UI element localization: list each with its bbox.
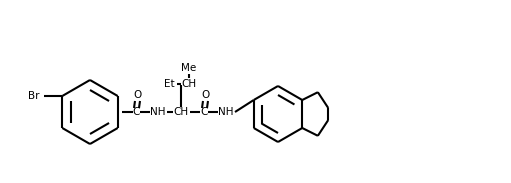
Text: C: C bbox=[132, 107, 140, 117]
Text: NH: NH bbox=[218, 107, 234, 117]
Text: Me: Me bbox=[181, 63, 197, 73]
Text: Et: Et bbox=[165, 79, 175, 89]
Text: O: O bbox=[133, 90, 141, 100]
Text: O: O bbox=[201, 90, 209, 100]
Text: C: C bbox=[200, 107, 207, 117]
Text: CH: CH bbox=[181, 79, 197, 89]
Text: Br: Br bbox=[28, 91, 39, 101]
Text: NH: NH bbox=[150, 107, 166, 117]
Text: CH: CH bbox=[173, 107, 189, 117]
